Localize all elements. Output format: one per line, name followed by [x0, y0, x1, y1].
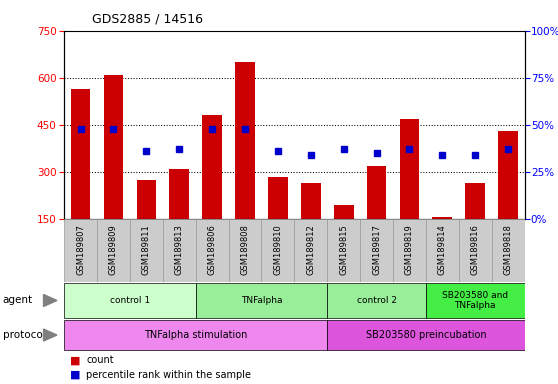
Bar [170, 169, 189, 219]
Bar [327, 219, 360, 282]
Text: GSM189809: GSM189809 [109, 224, 118, 275]
Bar [229, 219, 262, 282]
Bar [130, 219, 163, 282]
Bar [465, 183, 485, 219]
Bar [235, 62, 255, 219]
Text: GSM189810: GSM189810 [273, 224, 282, 275]
Polygon shape [44, 295, 57, 306]
Bar [367, 166, 386, 219]
Bar [97, 219, 130, 282]
Text: TNFalpha stimulation: TNFalpha stimulation [144, 330, 247, 340]
Text: GSM189815: GSM189815 [339, 224, 348, 275]
Bar [360, 219, 393, 282]
Bar [64, 283, 196, 318]
Bar [202, 115, 222, 219]
Bar [137, 180, 156, 219]
Bar [432, 217, 452, 219]
Text: ■: ■ [70, 356, 80, 366]
Bar [104, 74, 123, 219]
Text: GSM189818: GSM189818 [503, 224, 513, 275]
Bar [268, 177, 288, 219]
Bar [301, 183, 321, 219]
Bar [426, 219, 459, 282]
Text: GSM189811: GSM189811 [142, 224, 151, 275]
Text: GSM189817: GSM189817 [372, 224, 381, 275]
Text: percentile rank within the sample: percentile rank within the sample [86, 370, 252, 380]
Text: GSM189819: GSM189819 [405, 224, 414, 275]
Text: GDS2885 / 14516: GDS2885 / 14516 [92, 13, 203, 26]
Bar [163, 219, 196, 282]
Bar [492, 219, 525, 282]
Text: GSM189813: GSM189813 [175, 224, 184, 275]
Text: GSM189816: GSM189816 [471, 224, 480, 275]
Bar [196, 283, 327, 318]
Text: TNFalpha: TNFalpha [240, 296, 282, 305]
Text: GSM189808: GSM189808 [240, 224, 249, 275]
Text: control 1: control 1 [110, 296, 150, 305]
Text: ■: ■ [70, 370, 80, 380]
Bar [327, 283, 426, 318]
Text: control 2: control 2 [357, 296, 397, 305]
Bar [327, 320, 525, 350]
Text: GSM189806: GSM189806 [208, 224, 217, 275]
Bar [64, 320, 327, 350]
Text: agent: agent [3, 295, 33, 306]
Polygon shape [44, 329, 57, 341]
Bar [400, 119, 419, 219]
Text: GSM189814: GSM189814 [438, 224, 447, 275]
Text: count: count [86, 356, 114, 366]
Text: SB203580 and
TNFalpha: SB203580 and TNFalpha [442, 291, 508, 310]
Text: GSM189807: GSM189807 [76, 224, 85, 275]
Bar [64, 219, 97, 282]
Bar [71, 89, 90, 219]
Bar [459, 219, 492, 282]
Bar [295, 219, 327, 282]
Bar [196, 219, 229, 282]
Bar [393, 219, 426, 282]
Text: SB203580 preincubation: SB203580 preincubation [365, 330, 486, 340]
Text: GSM189812: GSM189812 [306, 224, 315, 275]
Bar [426, 283, 525, 318]
Text: protocol: protocol [3, 330, 46, 340]
Bar [498, 131, 518, 219]
Bar [262, 219, 295, 282]
Bar [334, 205, 354, 219]
